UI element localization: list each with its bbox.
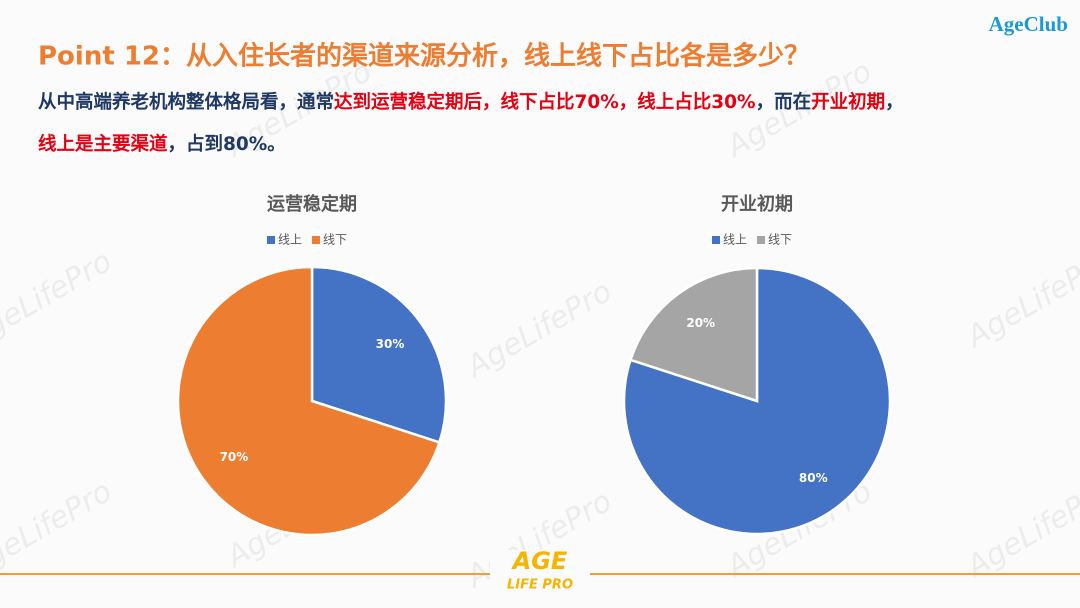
data-label: 70% xyxy=(220,450,249,464)
body-segment: ，而在 xyxy=(756,91,812,113)
footer-logo-top: AGE xyxy=(511,547,568,575)
chart-title: 开业初期 xyxy=(721,193,793,215)
body-segment: 从中高端养老机构整体格局看，通常 xyxy=(38,91,334,113)
pie-slice xyxy=(176,265,442,537)
legend-swatch xyxy=(312,236,320,244)
body-segment: 达到运营稳定期后，线下占比70%，线上占比30% xyxy=(334,91,756,113)
legend-swatch xyxy=(757,236,765,244)
legend-swatch xyxy=(712,236,720,244)
legend-label: 线上 xyxy=(723,233,747,247)
pie-slice xyxy=(628,266,759,403)
body-line: 从中高端养老机构整体格局看，通常达到运营稳定期后，线下占比70%，线上占比30%… xyxy=(38,91,904,113)
slide-title: Point 12：从入住长者的渠道来源分析，线上线下占比各是多少？ xyxy=(38,41,810,72)
body-text: 从中高端养老机构整体格局看，通常达到运营稳定期后，线下占比70%，线上占比30%… xyxy=(38,91,904,155)
body-line: 线上是主要渠道，占到80%。 xyxy=(38,133,286,155)
logo: AgeClub xyxy=(989,12,1068,36)
data-label: 20% xyxy=(686,316,715,330)
body-segment: ， xyxy=(885,92,904,113)
data-label: 80% xyxy=(799,471,828,485)
legend-label: 线下 xyxy=(768,233,792,247)
body-segment: ，占到80%。 xyxy=(168,133,286,155)
pie-slice xyxy=(310,265,448,444)
chart-title: 运营稳定期 xyxy=(267,193,357,215)
legend-label: 线上 xyxy=(278,233,302,247)
data-label: 30% xyxy=(376,337,405,351)
footer-logo-bg xyxy=(490,550,590,594)
body-segment: 开业初期 xyxy=(811,91,885,113)
footer-logo-bottom: LIFE PRO xyxy=(507,578,573,593)
body-segment: 线上是主要渠道 xyxy=(38,133,168,155)
legend-swatch xyxy=(267,236,275,244)
legend-label: 线下 xyxy=(323,233,347,247)
